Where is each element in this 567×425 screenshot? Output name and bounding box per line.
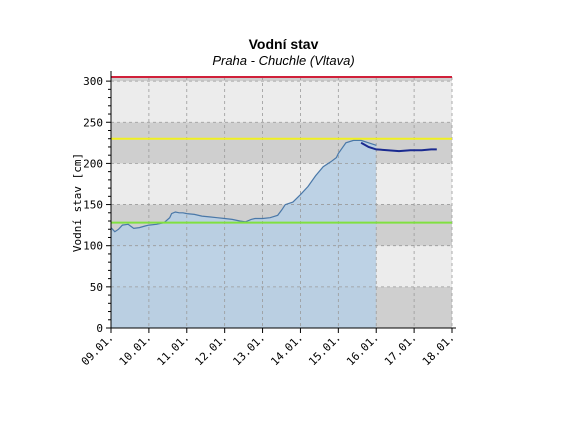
y-axis-label: Vodní stav [cm] xyxy=(71,153,84,252)
y-tick-label: 150 xyxy=(83,199,103,212)
y-tick-label: 250 xyxy=(83,116,103,129)
x-tick-label: 18.01. xyxy=(420,331,457,368)
plot-band xyxy=(111,81,452,123)
y-tick-label: 100 xyxy=(83,240,103,253)
y-tick-label: 300 xyxy=(83,75,103,88)
chart-title: Vodní stav xyxy=(248,36,319,52)
x-tick-label: 13.01. xyxy=(230,331,267,368)
x-tick-label: 14.01. xyxy=(268,331,305,368)
x-tick-label: 11.01. xyxy=(155,331,192,368)
y-tick-label: 0 xyxy=(96,322,103,335)
plot-band xyxy=(111,122,452,164)
chart-subtitle: Praha - Chuchle (Vltava) xyxy=(212,53,355,68)
forecast-line xyxy=(360,141,437,153)
y-tick-label: 200 xyxy=(83,157,103,170)
plot-band xyxy=(111,163,452,205)
x-tick-label: 10.01. xyxy=(117,331,154,368)
x-tick-label: 09.01. xyxy=(79,331,116,368)
measured-area xyxy=(111,140,377,328)
x-tick-label: 17.01. xyxy=(382,331,419,368)
x-tick-label: 16.01. xyxy=(344,331,381,368)
x-tick-label: 15.01. xyxy=(306,331,343,368)
x-tick-label: 12.01. xyxy=(192,331,229,368)
measured-line xyxy=(110,139,377,233)
y-tick-label: 50 xyxy=(90,281,103,294)
plot-band xyxy=(111,77,452,82)
